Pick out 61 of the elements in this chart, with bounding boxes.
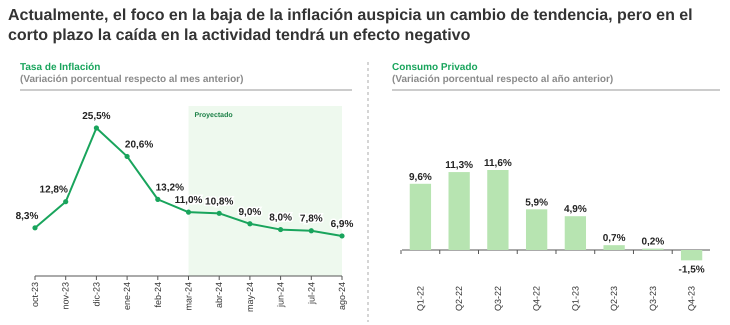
data-label: 13,2% bbox=[156, 182, 184, 194]
point bbox=[247, 221, 252, 226]
point bbox=[216, 210, 222, 216]
data-label: -1,5% bbox=[678, 264, 705, 276]
point bbox=[278, 226, 284, 232]
chart-title: Tasa de Inflación bbox=[20, 62, 100, 73]
data-label: 6,9% bbox=[330, 218, 354, 230]
point bbox=[186, 210, 192, 215]
point bbox=[94, 125, 99, 131]
x-tick-label: Q2-22 bbox=[454, 286, 464, 312]
data-label: 4,9% bbox=[564, 204, 587, 216]
bar bbox=[487, 170, 509, 250]
chart-subtitle: (Variación porcentual respecto al mes anterior) bbox=[20, 74, 244, 85]
data-label: 5,9% bbox=[525, 197, 548, 208]
bar bbox=[680, 250, 702, 260]
x-tick-label: Q3-22 bbox=[492, 286, 503, 312]
data-label: 9,6% bbox=[409, 172, 432, 183]
chart-title: Consumo Privado bbox=[392, 62, 478, 73]
x-tick-label: dic-23 bbox=[91, 282, 102, 307]
data-label: 0,2% bbox=[641, 236, 664, 248]
point bbox=[124, 154, 130, 160]
x-tick-label: oct-23 bbox=[30, 282, 40, 308]
data-label: 20,6% bbox=[124, 139, 154, 150]
bar bbox=[564, 216, 586, 250]
x-tick-label: feb-24 bbox=[152, 282, 163, 308]
x-tick-label: Q2-23 bbox=[609, 286, 620, 312]
data-label: 8,3% bbox=[16, 210, 39, 222]
x-tick-label: nov-23 bbox=[60, 282, 71, 310]
x-tick-label: may-24 bbox=[244, 282, 255, 312]
data-label: 0,7% bbox=[602, 233, 626, 244]
x-tick-label: abr-24 bbox=[214, 282, 224, 308]
data-label: 11,0% bbox=[174, 195, 203, 206]
x-tick-label: Q1-23 bbox=[570, 286, 580, 312]
x-tick-label: ene-24 bbox=[122, 282, 132, 310]
x-tick-label: jun-24 bbox=[276, 282, 286, 308]
data-label: 7,8% bbox=[300, 214, 323, 225]
x-tick-label: Q4-22 bbox=[532, 286, 542, 312]
bar bbox=[448, 172, 470, 250]
data-label: 9,0% bbox=[238, 206, 262, 218]
bar bbox=[603, 245, 625, 250]
x-tick-label: Q1-22 bbox=[415, 286, 426, 312]
data-label: 25,5% bbox=[82, 111, 111, 122]
bar bbox=[410, 184, 432, 250]
data-label: 8,0% bbox=[269, 212, 292, 224]
x-tick-label: jul-24 bbox=[306, 282, 316, 306]
x-tick-label: ago-24 bbox=[337, 282, 347, 310]
point bbox=[63, 199, 68, 204]
chart-subtitle: (Variación porcentual respecto al año anterior) bbox=[392, 74, 614, 85]
x-tick-label: mar-24 bbox=[184, 282, 194, 311]
x-tick-label: Q4-23 bbox=[686, 286, 697, 312]
data-label: 10,8% bbox=[205, 196, 234, 208]
point bbox=[32, 225, 38, 230]
point bbox=[308, 228, 314, 234]
x-tick-label: Q3-23 bbox=[648, 286, 658, 312]
point bbox=[155, 196, 160, 202]
point bbox=[339, 233, 345, 239]
text: Actualmente, el foco en la baja de la inflación auspicia un cambio de tendencia, pero en el corto plazo la caída en la actividad tendrá un efecto negativo bbox=[8, 7, 693, 44]
bar bbox=[526, 209, 548, 250]
data-label: 11,3% bbox=[445, 160, 474, 172]
data-label: 12,8% bbox=[40, 184, 68, 196]
data-label: 11,6% bbox=[484, 158, 512, 169]
